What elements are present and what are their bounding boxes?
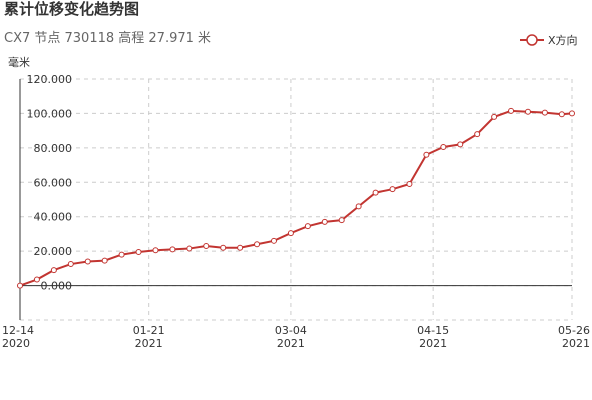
chart-subtitle: CX7 节点 730118 高程 27.971 米 — [4, 30, 211, 46]
legend-label: X方向 — [548, 33, 578, 47]
data-point — [203, 242, 210, 249]
data-point — [152, 247, 159, 254]
x-tick-label: 01-21 — [133, 324, 165, 337]
data-point — [569, 110, 575, 117]
data-point — [389, 186, 396, 193]
data-point — [237, 244, 244, 251]
data-point — [338, 217, 345, 224]
data-point — [50, 267, 57, 274]
data-point — [17, 282, 23, 289]
y-tick-label: 120.000 — [27, 73, 73, 86]
data-point — [541, 109, 548, 116]
data-point — [254, 241, 261, 248]
chart-title: 累计位移变化趋势图 — [4, 0, 139, 18]
data-point — [491, 113, 498, 120]
data-point — [524, 108, 531, 115]
data-point — [304, 223, 311, 230]
data-point — [270, 237, 277, 244]
data-point — [355, 203, 362, 210]
data-point — [67, 261, 74, 268]
data-point — [440, 143, 447, 150]
x-tick-label: 2021 — [277, 337, 305, 350]
data-point — [84, 258, 91, 265]
data-point — [558, 111, 565, 118]
y-tick-label: 80.000 — [34, 142, 73, 155]
y-tick-label: 100.000 — [27, 107, 73, 120]
data-point — [220, 244, 227, 251]
data-point — [406, 181, 413, 188]
x-tick-label: 2021 — [135, 337, 163, 350]
data-line — [19, 109, 573, 287]
x-tick-label: 2021 — [562, 337, 590, 350]
data-point — [118, 251, 125, 258]
x-tick-label: 05-26 — [558, 324, 590, 337]
data-point — [508, 107, 515, 114]
x-tick-label: 03-04 — [275, 324, 307, 337]
data-point — [423, 151, 430, 158]
data-point — [135, 249, 142, 256]
y-tick-label: 60.000 — [34, 176, 73, 189]
data-point — [372, 189, 379, 196]
y-tick-label: 20.000 — [34, 245, 73, 258]
data-point — [186, 245, 193, 252]
data-point — [101, 257, 108, 264]
y-axis-label: 毫米 — [8, 55, 30, 69]
y-tick-label: 40.000 — [34, 211, 73, 224]
x-tick-label: 04-15 — [417, 324, 449, 337]
legend-marker — [526, 34, 538, 46]
x-tick-label: 2021 — [419, 337, 447, 350]
data-point — [287, 230, 294, 237]
data-point — [169, 246, 176, 253]
data-point — [33, 276, 40, 283]
x-tick-label: 2020 — [2, 337, 30, 350]
data-point — [474, 131, 481, 138]
x-tick-label: 12-14 — [2, 324, 34, 337]
data-point — [321, 218, 328, 225]
data-point — [457, 141, 464, 148]
